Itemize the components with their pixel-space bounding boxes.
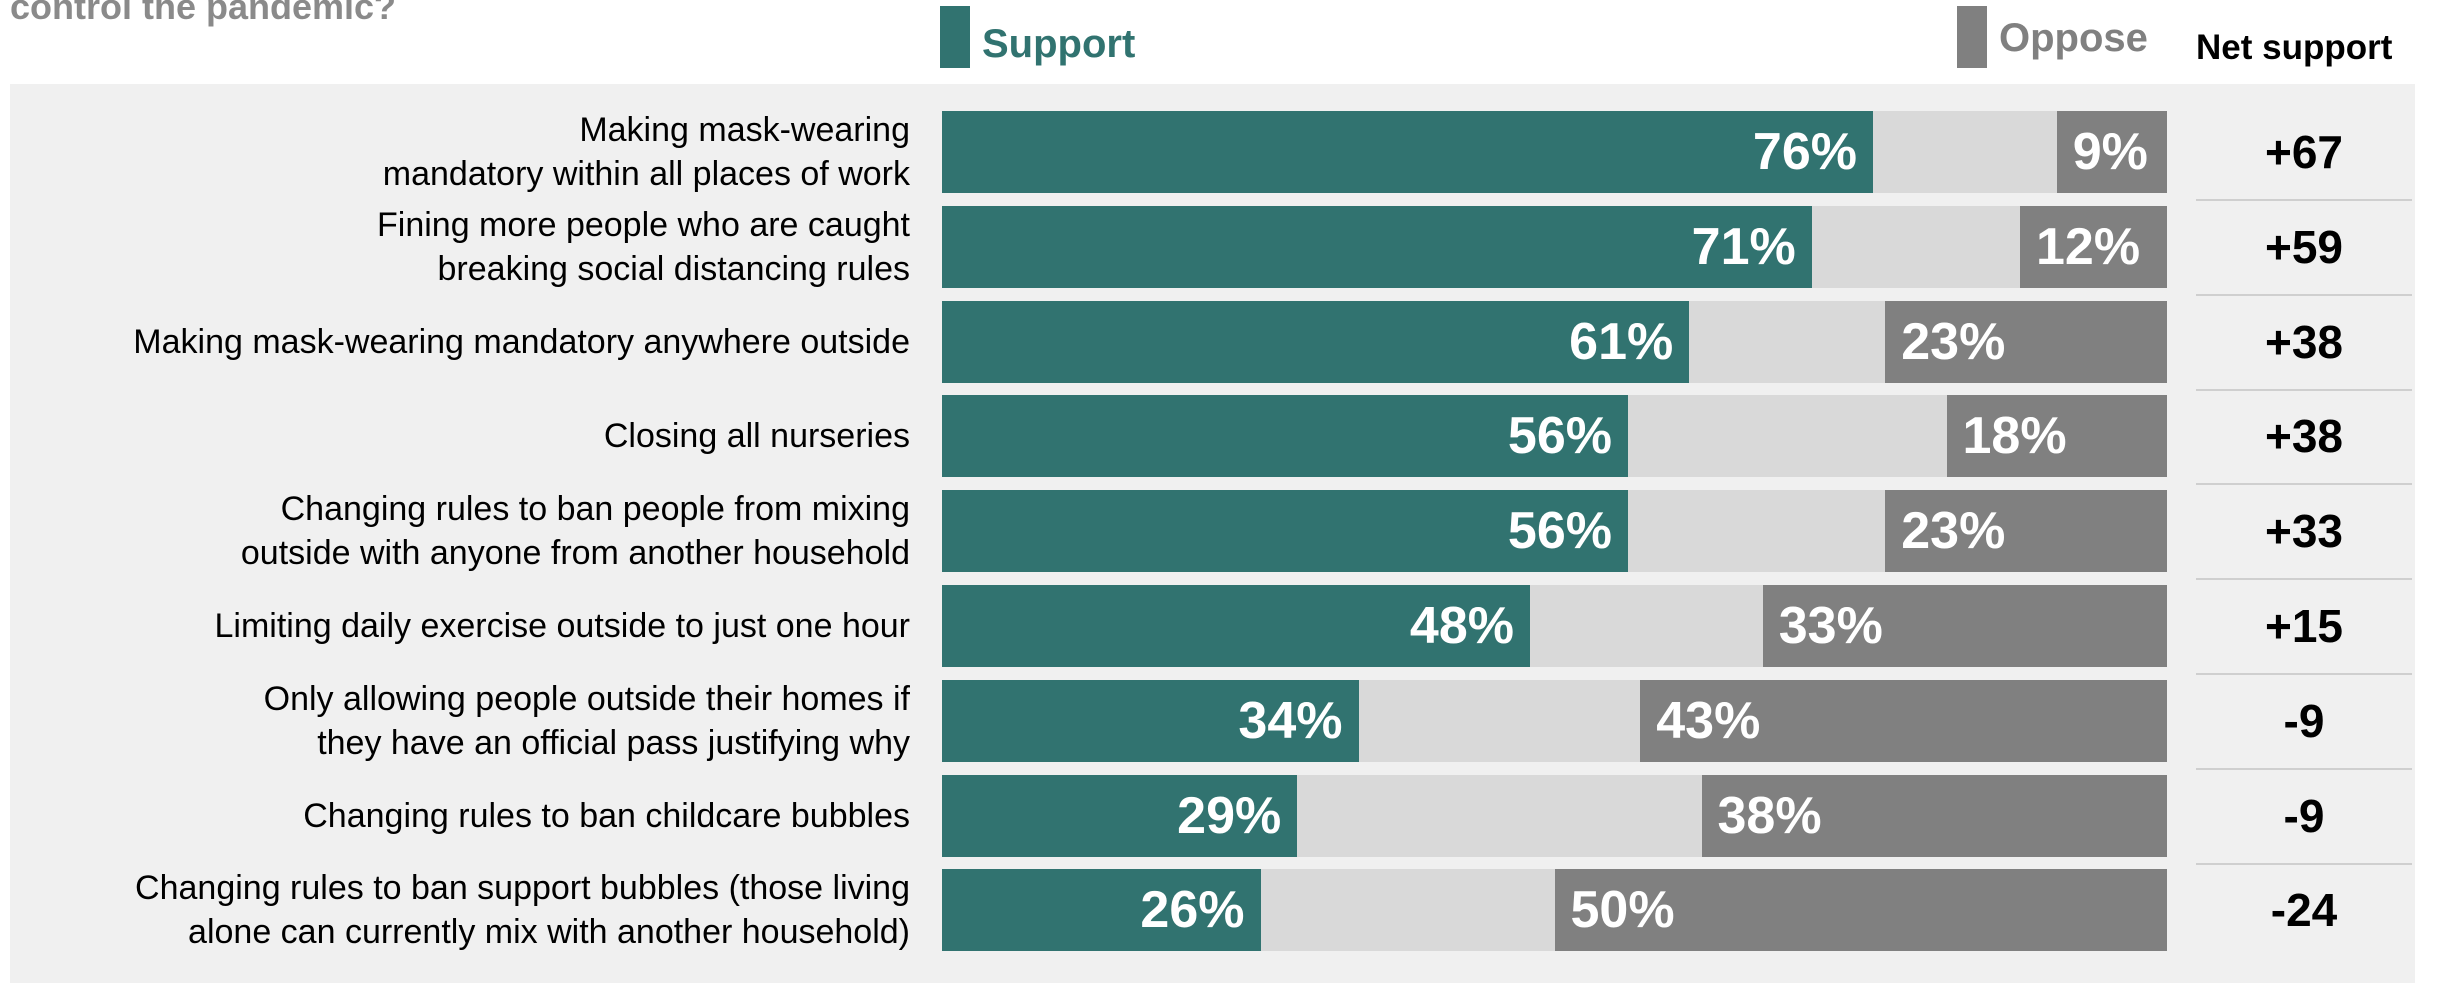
net-support-value: +38 [2264, 410, 2344, 463]
net-support-divider [2196, 388, 2412, 391]
support-bar [942, 774, 1298, 857]
support-value-label: 26% [1140, 881, 1245, 940]
category-label-line: Changing rules to ban childcare bubbles [303, 796, 910, 835]
support-bar [942, 395, 1628, 478]
category-label-line: Limiting daily exercise outside to just … [214, 607, 911, 645]
net-support-divider [2196, 673, 2412, 675]
oppose-value-label: 23% [1901, 312, 2006, 371]
support-value-label: 61% [1569, 312, 1674, 371]
net-support-divider [2196, 483, 2412, 486]
support-value-label: 34% [1238, 691, 1343, 750]
oppose-value-label: 12% [2036, 217, 2141, 276]
net-support-value: -24 [2270, 884, 2338, 937]
category-label: Making mask-wearing mandatory anywhere o… [10, 320, 910, 364]
oppose-value-label: 23% [1901, 502, 2006, 561]
category-label-line: alone can currently mix with another hou… [188, 913, 910, 952]
category-label: Limiting daily exercise outside to just … [10, 604, 911, 648]
oppose-bar [1885, 490, 2167, 573]
oppose-legend-swatch [1957, 6, 1987, 68]
oppose-value-label: 50% [1570, 881, 1675, 940]
net-support-header: Net support [2196, 28, 2393, 67]
category-label: Changing rules to ban childcare bubbles [10, 794, 910, 838]
support-bar [942, 300, 1690, 383]
chart-question: control the pandemic? [10, 0, 397, 27]
support-value-label: 29% [1177, 786, 1282, 845]
support-legend-label: Support [982, 22, 1136, 66]
oppose-bar [1946, 395, 2167, 478]
category-label-line: Only allowing people outside their homes… [263, 679, 910, 718]
support-value-label: 71% [1691, 217, 1796, 276]
net-support-value: +67 [2264, 126, 2344, 178]
category-label-line: Changing rules to ban support bubbles (t… [135, 869, 910, 908]
net-support-value: +15 [2264, 600, 2344, 652]
category-label-line: Making mask-wearing [579, 111, 910, 149]
oppose-bar [1885, 300, 2167, 383]
net-support-value: +38 [2264, 315, 2344, 368]
support-legend-swatch [940, 6, 970, 68]
net-support-divider [2196, 862, 2412, 865]
net-support-value: +59 [2264, 220, 2344, 273]
support-value-label: 76% [1752, 123, 1857, 181]
support-bar [942, 585, 1530, 667]
support-value-label: 48% [1409, 597, 1514, 655]
category-label: Making mask-wearing mandatory within all … [10, 108, 910, 196]
category-label: Changing rules to ban support bubbles (t… [10, 866, 910, 954]
oppose-bar [1640, 679, 2167, 762]
oppose-value-label: 43% [1656, 691, 1761, 750]
oppose-value-label: 38% [1717, 786, 1822, 845]
oppose-value-label: 9% [2072, 123, 2148, 181]
category-label-line: breaking social distancing rules [437, 249, 910, 288]
net-support-value: +33 [2264, 505, 2344, 558]
support-bar [942, 111, 1873, 193]
net-support-value: -9 [2283, 789, 2325, 842]
net-support-divider [2196, 199, 2412, 201]
net-support-divider [2196, 578, 2412, 581]
support-bar [942, 679, 1359, 762]
net-support-value: -9 [2283, 694, 2325, 747]
category-label-line: Changing rules to ban people from mixing [280, 490, 910, 529]
category-label: Fining more people who are caught breakin… [10, 203, 910, 291]
oppose-bar [1554, 869, 2167, 952]
oppose-value-label: 18% [1962, 407, 2067, 466]
category-label-line: Fining more people who are caught [377, 205, 910, 244]
support-value-label: 56% [1507, 502, 1612, 561]
support-bar [942, 205, 1812, 288]
oppose-bar [2056, 111, 2167, 193]
oppose-bar [1762, 585, 2167, 667]
category-label-line: outside with anyone from another househo… [240, 534, 910, 573]
oppose-legend-label: Oppose [1999, 16, 2148, 60]
support-bar [942, 490, 1628, 573]
oppose-bar [1701, 774, 2167, 857]
category-label-line: they have an official pass justifying wh… [317, 723, 910, 762]
support-value-label: 56% [1507, 407, 1612, 466]
net-support-divider [2196, 293, 2412, 296]
category-label: Closing all nurseries [10, 414, 910, 458]
support-bar [942, 869, 1261, 952]
category-label-line: Closing all nurseries [603, 417, 910, 456]
category-label: Changing rules to ban people from mixing… [10, 487, 910, 575]
oppose-value-label: 33% [1778, 597, 1883, 655]
category-label: Only allowing people outside their homes… [10, 677, 910, 765]
category-label-line: mandatory within all places of work [382, 155, 910, 193]
net-support-divider [2196, 767, 2412, 770]
category-label-line: Making mask-wearing mandatory anywhere o… [133, 322, 910, 361]
oppose-bar [2020, 205, 2167, 288]
